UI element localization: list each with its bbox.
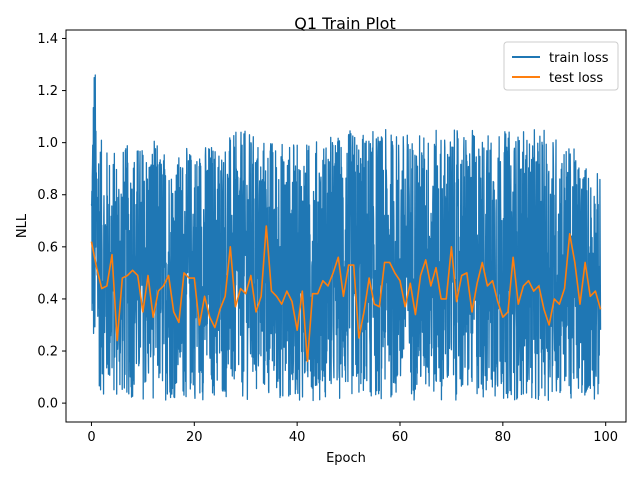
y-tick-label: 0.2 [37,345,58,360]
legend-label-train-loss: train loss [549,51,609,66]
x-tick-label: 0 [87,430,95,445]
y-tick-label: 0.4 [37,292,58,307]
x-tick-label: 100 [593,430,618,445]
y-axis-ticks: 0.0 0.2 0.4 0.6 0.8 1.0 1.2 1.4 [37,32,66,412]
y-tick-label: 0.0 [37,397,58,412]
axes-frame [65,29,627,423]
legend: train loss test loss [503,41,619,91]
x-tick-label: 20 [186,430,203,445]
plot-area [90,74,602,402]
x-axis-ticks: 0 20 40 60 80 100 [87,422,618,445]
x-tick-label: 80 [495,430,512,445]
y-tick-label: 1.0 [37,136,58,151]
series-test-loss-line [90,225,602,363]
y-tick-label: 0.6 [37,240,58,255]
x-axis-label: Epoch [326,451,366,466]
y-tick-label: 1.2 [37,84,58,99]
x-tick-label: 60 [392,430,409,445]
legend-label-test-loss: test loss [549,71,603,86]
y-tick-label: 1.4 [37,32,58,47]
x-tick-label: 40 [289,430,306,445]
y-axis-label: NLL [15,213,30,238]
series-layer [90,74,602,402]
series-train-loss-line [90,74,602,402]
chart-title: Q1 Train Plot [294,14,396,33]
y-tick-label: 0.8 [37,188,58,203]
